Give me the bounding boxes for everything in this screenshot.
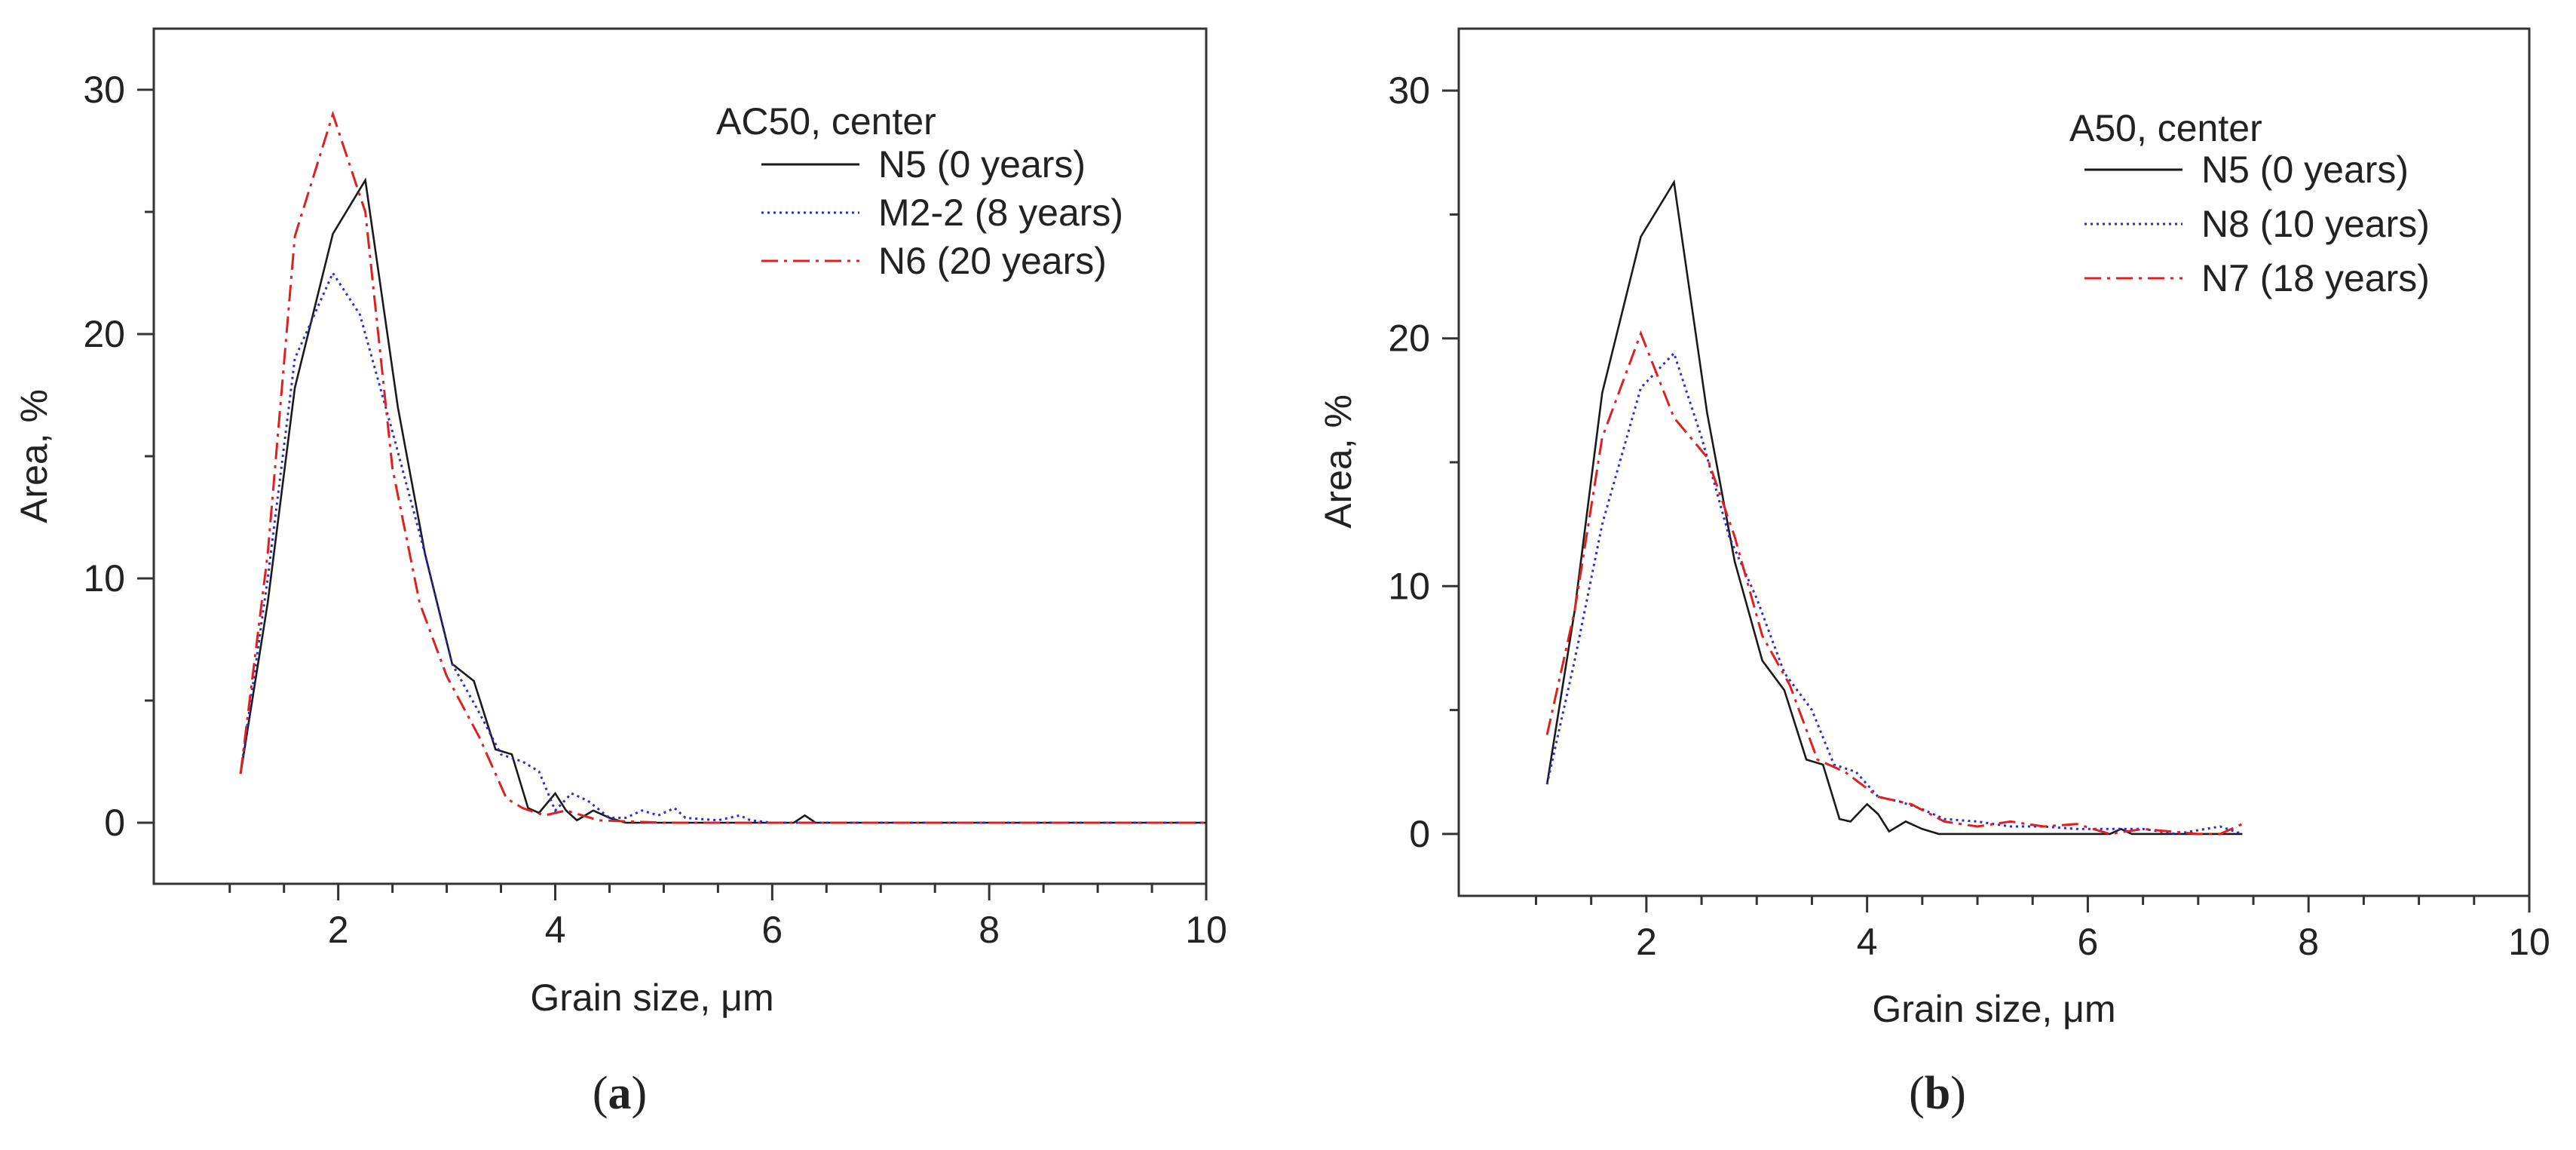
y-tick-label: 0: [1409, 813, 1430, 855]
y-tick-label: 20: [83, 313, 125, 355]
legend-title: A50, center: [2069, 107, 2262, 149]
panel-label: (a): [593, 1068, 647, 1119]
legend-entry: N7 (18 years): [2201, 257, 2430, 299]
series-line-solid: [1545, 179, 2243, 836]
legend-title: AC50, center: [716, 100, 936, 143]
axis-ticks: 2 4 6 8 10 0 10 20 30: [83, 69, 1227, 951]
x-tick-label: 8: [2298, 921, 2319, 963]
legend: A50, center N5 (0 years) N8 (10 years) N7 …: [2069, 107, 2430, 299]
x-tick-label: 10: [1185, 909, 1227, 951]
legend: AC50, center N5 (0 years) M2-2 (8 years) N…: [716, 100, 1123, 282]
y-tick-label: 10: [83, 557, 125, 600]
x-tick-label: 6: [761, 909, 783, 951]
series-line-dashdot: [239, 110, 1206, 824]
x-axis-label: Grain size, μm: [530, 977, 773, 1019]
panel-b-chart: 2 4 6 8 10 0 10 20 30 Area, % Grain size, μm A50…: [1317, 27, 2550, 1119]
x-tick-label: 2: [328, 909, 349, 951]
x-tick-label: 4: [1857, 921, 1878, 963]
x-axis-label: Grain size, μm: [1872, 988, 2115, 1030]
series-line-solid: [239, 177, 1206, 824]
y-tick-label: 30: [83, 69, 125, 111]
y-axis-label: Area, %: [1317, 394, 1359, 529]
axis-ticks: 2 4 6 8 10 0 10 20 30: [1388, 69, 2550, 963]
x-tick-label: 6: [2078, 921, 2099, 963]
panel-letter: b: [1925, 1068, 1950, 1119]
y-tick-label: 30: [1388, 69, 1430, 112]
legend-entry: N6 (20 years): [878, 240, 1107, 282]
x-tick-label: 8: [979, 909, 1000, 951]
panel-letter: a: [608, 1068, 632, 1119]
x-tick-label: 2: [1636, 921, 1657, 963]
x-tick-label: 4: [545, 909, 566, 951]
y-tick-label: 20: [1388, 317, 1430, 360]
y-tick-label: 10: [1388, 565, 1430, 607]
legend-entry: N5 (0 years): [878, 143, 1086, 186]
x-tick-label: 10: [2508, 921, 2550, 963]
legend-entry: N8 (10 years): [2201, 203, 2430, 245]
y-tick-label: 0: [104, 802, 125, 844]
series-line-dashdot: [1545, 330, 2244, 836]
series-layer: [1545, 179, 2244, 836]
series-layer: [239, 110, 1206, 824]
legend-entry: N5 (0 years): [2201, 149, 2409, 191]
series-line-dotted: [239, 270, 1206, 824]
series-line-dotted: [1545, 351, 2243, 836]
panel-a-chart: 2 4 6 8 10 0 10 20 30 Area, % Grain size, μm AC5…: [13, 27, 1227, 1119]
y-axis-label: Area, %: [13, 389, 55, 523]
panel-label: (b): [1909, 1068, 1966, 1119]
legend-entry: M2-2 (8 years): [878, 192, 1123, 234]
